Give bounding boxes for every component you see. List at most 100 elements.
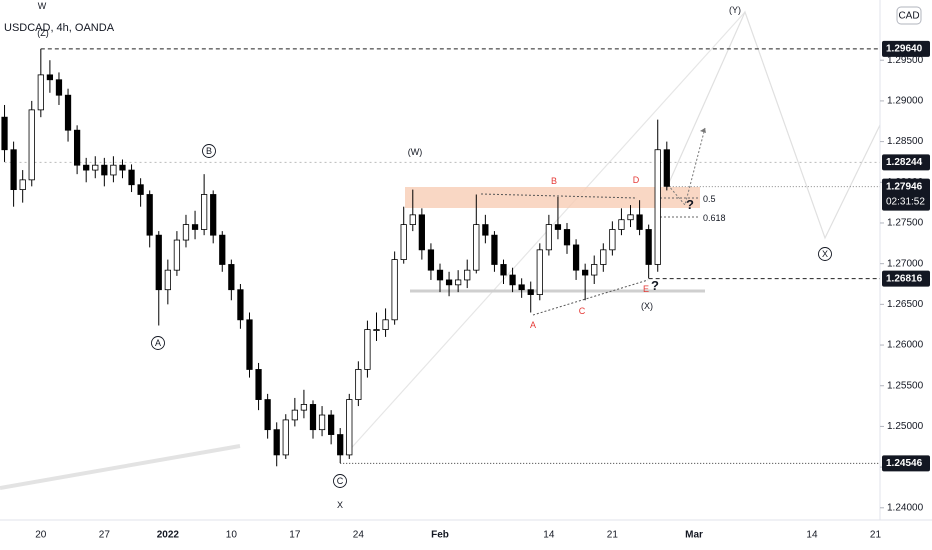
x-tick-label: 21	[870, 530, 882, 541]
candle-body	[101, 164, 108, 176]
wave-circle	[202, 144, 216, 158]
candle-body	[92, 164, 99, 171]
candle-body	[418, 214, 425, 251]
candle-body	[164, 269, 171, 291]
candle-body	[518, 284, 525, 291]
candle-body	[500, 264, 507, 276]
y-tick-label: 1.29500	[887, 55, 924, 66]
price-badge-label: 1.27946	[886, 181, 923, 192]
candle-body	[536, 249, 543, 295]
candle-body	[46, 74, 54, 81]
candle-body	[28, 109, 35, 181]
x-tick-label: 20	[35, 530, 47, 541]
candle-body	[627, 214, 634, 221]
currency-label[interactable]: CAD	[898, 11, 919, 22]
candle-body	[1, 116, 8, 151]
candle-body	[400, 224, 407, 260]
y-tick-label: 1.26000	[887, 340, 924, 351]
wave-label: C	[579, 306, 586, 316]
currency-button[interactable]	[896, 6, 922, 25]
resistance-zone	[405, 187, 700, 208]
drawings	[0, 10, 881, 490]
candle-body	[300, 404, 308, 411]
candle-body	[455, 279, 462, 286]
x-tick-label: Feb	[431, 530, 449, 541]
candle-body	[73, 129, 81, 166]
candle-body	[645, 229, 652, 265]
candle-body	[318, 414, 326, 431]
candle-body	[373, 329, 380, 331]
x-tick-label: 2022	[157, 530, 180, 541]
wave-label: W	[38, 1, 47, 11]
wave-label: (Y)	[729, 5, 741, 15]
wave-label: D	[633, 175, 640, 185]
triangle-lower	[532, 279, 649, 316]
x-tick-label: 14	[806, 530, 818, 541]
y-tick-label: 1.24000	[887, 502, 924, 513]
x-tick-label: Mar	[685, 530, 703, 541]
candle-body	[527, 289, 534, 295]
channel-line	[344, 11, 746, 456]
wave-forecast	[667, 10, 881, 240]
candle-body	[582, 269, 589, 276]
candle-body	[328, 414, 335, 435]
candle-body	[210, 194, 217, 236]
candle-body	[264, 399, 271, 431]
candle-body	[128, 169, 135, 186]
x-tick-label: 10	[226, 530, 238, 541]
candle-body	[237, 289, 244, 321]
candle-body	[364, 329, 371, 370]
y-tick-label: 1.25000	[887, 421, 924, 432]
price-badge-label: 1.29640	[886, 43, 923, 54]
wave-label: (W)	[408, 147, 423, 157]
candle-body	[173, 239, 181, 271]
wave-label: A	[530, 320, 536, 330]
price-badge	[882, 178, 930, 211]
candle-body	[591, 264, 598, 276]
price-badge	[882, 40, 930, 57]
price-badge-label: 1.24546	[886, 458, 923, 469]
candle-body	[191, 224, 199, 230]
candle-body	[654, 149, 661, 265]
price-badge	[882, 455, 930, 472]
candle-body	[110, 164, 117, 176]
price-badge-label: 1.26816	[886, 273, 923, 284]
candle-body	[572, 244, 580, 271]
candle-body	[55, 79, 63, 96]
candle-body	[337, 434, 344, 456]
candle-body	[436, 269, 444, 281]
price-badge-label: 1.28244	[886, 157, 923, 168]
candle-body	[609, 229, 616, 251]
candle-body	[19, 179, 26, 191]
wave-label: 0.618	[703, 213, 726, 223]
candle-body	[636, 214, 643, 230]
candle-body	[137, 184, 144, 195]
candle-body	[146, 194, 153, 236]
projection-arrow	[700, 128, 706, 133]
candle-body	[219, 234, 226, 265]
candle-body	[491, 234, 498, 265]
candle-body	[10, 149, 17, 191]
candle-body	[201, 194, 208, 230]
candle-body	[83, 164, 90, 171]
candle-body	[663, 149, 670, 187]
candle-body	[346, 399, 353, 456]
candle-body	[155, 234, 162, 291]
wave-label: B	[206, 146, 212, 156]
candle-body	[509, 274, 516, 286]
candle-body	[228, 264, 235, 291]
y-tick-label: 1.26500	[887, 299, 924, 310]
wave-label: E	[643, 284, 649, 294]
y-tick-label: 1.29000	[887, 96, 924, 107]
symbol-title: USDCAD, 4h, OANDA	[4, 22, 115, 34]
candle-body	[291, 409, 298, 421]
candle-body	[64, 94, 72, 131]
wave-label: 0.5	[703, 194, 716, 204]
candle-body	[355, 369, 362, 400]
candle-body	[473, 224, 480, 271]
candle-body	[37, 74, 44, 111]
y-tick-label: 1.25500	[887, 380, 924, 391]
wave-circle	[151, 336, 165, 350]
x-tick-label: 21	[607, 530, 619, 541]
